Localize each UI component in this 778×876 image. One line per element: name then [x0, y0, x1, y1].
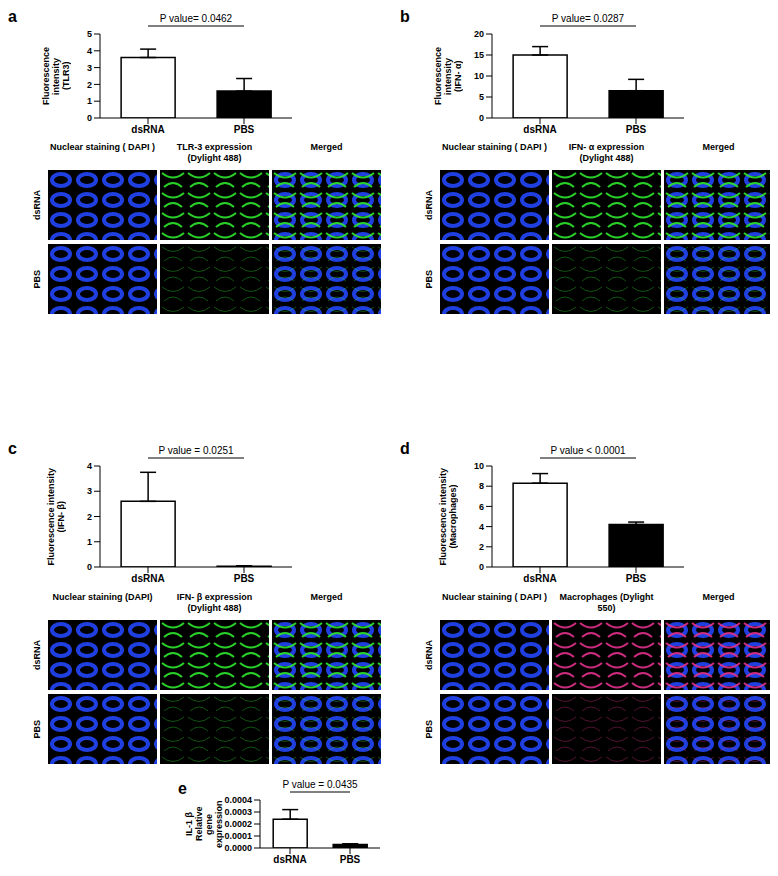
svg-text:PBS: PBS	[234, 573, 255, 584]
svg-text:PBS: PBS	[626, 573, 647, 584]
svg-text:dsRNA: dsRNA	[131, 573, 164, 584]
svg-text:0.0001: 0.0001	[224, 831, 252, 841]
html-text:dsRNA: dsRNA	[424, 190, 434, 220]
svg-text:0: 0	[479, 562, 484, 572]
svg-text:10: 10	[474, 71, 484, 81]
svg-text:PBS: PBS	[626, 124, 647, 135]
svg-text:2: 2	[87, 80, 92, 90]
svg-text:0.0003: 0.0003	[224, 807, 252, 817]
svg-text:4: 4	[87, 461, 92, 471]
html-text:(IFN- α): (IFN- α)	[453, 60, 463, 92]
svg-text:PBS: PBS	[234, 124, 255, 135]
svg-text:4: 4	[479, 522, 484, 532]
svg-text:2: 2	[87, 512, 92, 522]
html-text:d: d	[400, 440, 410, 457]
html-text:Nuclear staining ( DAPI ): Nuclear staining ( DAPI )	[442, 142, 547, 152]
html-text:b: b	[400, 8, 410, 25]
html-text:Merged: Merged	[310, 592, 343, 602]
html-text:dsRNA: dsRNA	[424, 640, 434, 670]
html-text:c: c	[8, 440, 17, 457]
html-text:Fluorescence intensity: Fluorescence intensity	[41, 47, 61, 105]
svg-text:3: 3	[87, 63, 92, 73]
svg-text:5: 5	[479, 92, 484, 102]
svg-text:0.0000: 0.0000	[224, 843, 252, 853]
html-text:PBS: PBS	[424, 269, 434, 289]
html-text:Nuclear staining ( DAPI ): Nuclear staining ( DAPI )	[50, 142, 155, 152]
svg-text:8: 8	[479, 481, 484, 491]
html-text:dsRNA: dsRNA	[32, 640, 42, 670]
html-text:Fluorescence intensity: Fluorescence intensity	[433, 47, 453, 105]
html-text:Merged: Merged	[702, 592, 735, 602]
svg-text:P value = 0.0435: P value = 0.0435	[282, 779, 358, 790]
html-text:e: e	[178, 780, 187, 797]
svg-text:4: 4	[87, 46, 92, 56]
svg-text:20: 20	[474, 29, 484, 39]
svg-text:0.0002: 0.0002	[224, 819, 252, 829]
svg-text:5: 5	[87, 29, 92, 39]
svg-text:0: 0	[479, 113, 484, 123]
html-text:Macrophages (Dylight 550): Macrophages (Dylight 550)	[559, 592, 654, 613]
html-text:(Macrophages): (Macrophages)	[448, 484, 458, 549]
html-text:(TLR3): (TLR3)	[61, 61, 71, 91]
html-text:Nuclear staining ( DAPI ): Nuclear staining ( DAPI )	[442, 592, 547, 602]
html-text:Fluorescence intensity: Fluorescence intensity	[46, 467, 56, 566]
html-text:(IFN- β): (IFN- β)	[56, 500, 66, 533]
html-text:TLR-3 expression (Dylight 488): TLR-3 expression (Dylight 488)	[176, 142, 253, 163]
html-text:Nuclear staining (DAPI): Nuclear staining (DAPI)	[52, 592, 153, 602]
svg-text:6: 6	[479, 502, 484, 512]
svg-text:15: 15	[474, 50, 484, 60]
svg-text:P value= 0.0462: P value= 0.0462	[160, 13, 233, 24]
html-text:dsRNA: dsRNA	[32, 190, 42, 220]
svg-text:dsRNA: dsRNA	[273, 854, 306, 865]
html-text:Merged: Merged	[702, 142, 735, 152]
html-text:a: a	[8, 8, 17, 25]
html-text:Fluorescence intensity: Fluorescence intensity	[438, 467, 448, 566]
svg-text:2: 2	[479, 542, 484, 552]
svg-text:P value = 0.0251: P value = 0.0251	[158, 445, 234, 456]
svg-text:10: 10	[474, 461, 484, 471]
svg-text:dsRNA: dsRNA	[131, 124, 164, 135]
svg-text:3: 3	[87, 486, 92, 496]
svg-text:0: 0	[87, 562, 92, 572]
svg-text:P value < 0.0001: P value < 0.0001	[550, 445, 626, 456]
html-text:Relative gene expression: Relative gene expression	[194, 800, 224, 848]
svg-text:0.0004: 0.0004	[224, 795, 252, 805]
html-text:IL-1 β: IL-1 β	[184, 812, 194, 836]
html-text:IFN- β expression (Dylight 488: IFN- β expression (Dylight 488)	[176, 592, 253, 613]
svg-text:dsRNA: dsRNA	[523, 573, 556, 584]
svg-text:PBS: PBS	[340, 854, 361, 865]
html-text:Merged: Merged	[310, 142, 343, 152]
html-text:IFN- α expression (Dylight 488: IFN- α expression (Dylight 488)	[568, 142, 645, 163]
svg-text:dsRNA: dsRNA	[523, 124, 556, 135]
html-text:PBS: PBS	[424, 719, 434, 739]
svg-text:1: 1	[87, 96, 92, 106]
svg-text:1: 1	[87, 537, 92, 547]
html-text:PBS: PBS	[32, 719, 42, 739]
html-text:PBS: PBS	[32, 269, 42, 289]
svg-text:P value= 0.0287: P value= 0.0287	[552, 13, 625, 24]
svg-text:0: 0	[87, 113, 92, 123]
